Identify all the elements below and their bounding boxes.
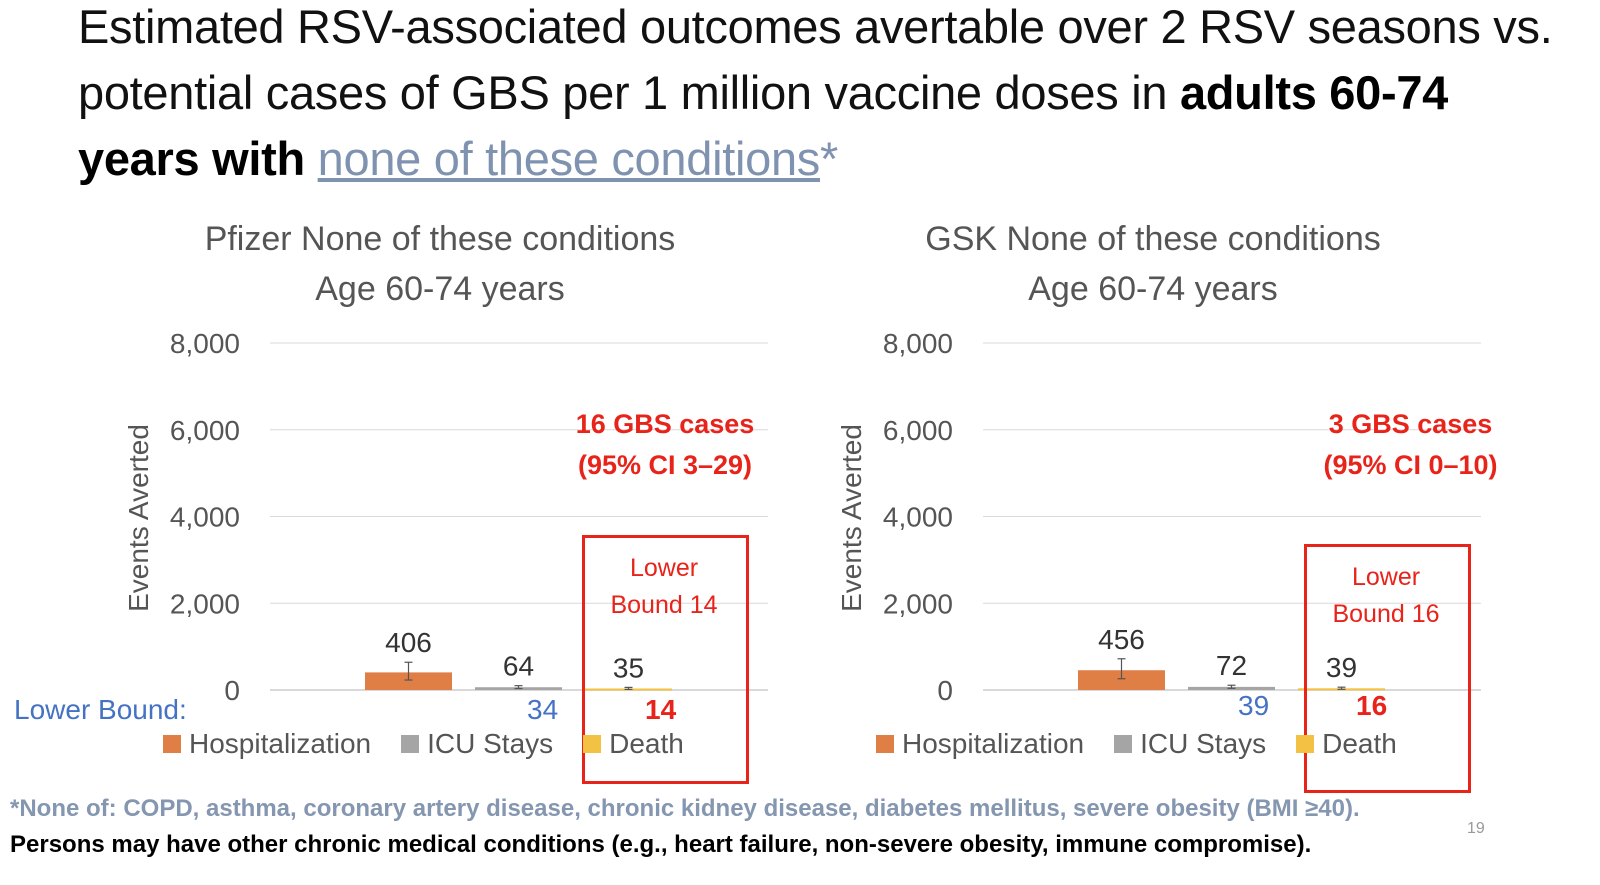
chart-title: GSK None of these conditions bbox=[925, 220, 1381, 258]
y-tick-label: 6,000 bbox=[170, 415, 240, 446]
legend-label: Hospitalization bbox=[189, 728, 372, 759]
swatch-icon bbox=[876, 735, 894, 753]
y-tick-label: 2,000 bbox=[883, 588, 953, 619]
title-asterisk: * bbox=[820, 132, 838, 185]
chart-title-gsk: GSK None of these conditions Age 60-74 ye… bbox=[873, 214, 1433, 314]
legend-gsk: Hospitalization ICU Stays Death bbox=[876, 728, 1397, 760]
y-tick-label: 8,000 bbox=[883, 328, 953, 359]
legend-item-hospitalization: Hospitalization bbox=[163, 728, 371, 760]
lower-bound-box-text: Lower Bound 16 bbox=[1306, 559, 1466, 633]
data-label: 39 bbox=[1326, 652, 1357, 683]
box-line: Bound 14 bbox=[610, 591, 718, 619]
legend-item-death: Death bbox=[583, 728, 684, 760]
gbs-cases: 16 GBS cases bbox=[575, 409, 755, 439]
swatch-icon bbox=[163, 735, 181, 753]
legend-label: Death bbox=[609, 728, 684, 759]
box-line: Lower bbox=[629, 554, 699, 582]
chart-subtitle: Age 60-74 years bbox=[1028, 270, 1278, 308]
y-tick-label: 0 bbox=[937, 675, 953, 706]
gbs-annotation-pfizer: 16 GBS cases (95% CI 3–29) bbox=[560, 404, 770, 486]
chart-subtitle: Age 60-74 years bbox=[315, 270, 565, 308]
legend-label: ICU Stays bbox=[1140, 728, 1267, 759]
swatch-icon bbox=[1296, 735, 1315, 753]
lower-bound-icu-gsk: 39 bbox=[1238, 690, 1270, 721]
legend-item-death: Death bbox=[1296, 728, 1397, 760]
lower-bound-label: Lower Bound: bbox=[14, 694, 187, 725]
gbs-cases: 3 GBS cases bbox=[1328, 409, 1493, 439]
gbs-annotation-gsk: 3 GBS cases (95% CI 0–10) bbox=[1303, 404, 1518, 486]
lower-bound-icu-pfizer: 34 bbox=[527, 694, 559, 725]
slide-title: Estimated RSV-associated outcomes averta… bbox=[78, 0, 1578, 192]
legend-item-hospitalization: Hospitalization bbox=[876, 728, 1084, 760]
chart-title: Pfizer None of these conditions bbox=[204, 220, 676, 258]
lower-bound-death-pfizer: 14 bbox=[645, 694, 677, 725]
legend-item-icu: ICU Stays bbox=[401, 728, 553, 760]
page-number: 19 bbox=[1467, 820, 1485, 837]
swatch-icon bbox=[1114, 735, 1133, 753]
y-tick-label: 4,000 bbox=[170, 502, 240, 533]
y-tick-label: 6,000 bbox=[883, 415, 953, 446]
lower-bound-death-gsk: 16 bbox=[1356, 690, 1388, 721]
y-tick-label: 8,000 bbox=[170, 328, 240, 359]
footnote-conditions: *None of: COPD, asthma, coronary artery … bbox=[10, 795, 1360, 822]
data-label: 64 bbox=[503, 651, 534, 682]
y-tick-label: 4,000 bbox=[883, 502, 953, 533]
box-line: Lower bbox=[1351, 563, 1421, 591]
data-label: 456 bbox=[1098, 624, 1145, 655]
lower-bound-box-text: Lower Bound 14 bbox=[584, 550, 744, 624]
lower-bound-box-gsk bbox=[1304, 544, 1471, 793]
conditions-link[interactable]: none of these conditions bbox=[317, 132, 821, 185]
box-line: Bound 16 bbox=[1332, 600, 1440, 628]
chart-title-pfizer: Pfizer None of these conditions Age 60-74… bbox=[160, 214, 720, 314]
y-tick-label: 0 bbox=[224, 675, 240, 706]
bar-hospitalization bbox=[365, 672, 452, 690]
y-axis-label: Events Averted bbox=[123, 424, 154, 612]
footnote-other: Persons may have other chronic medical c… bbox=[10, 831, 1312, 858]
legend-label: Death bbox=[1322, 728, 1397, 759]
data-label: 35 bbox=[613, 652, 644, 683]
title-bold: adults 60-74 years with bbox=[78, 66, 1449, 185]
data-label: 406 bbox=[385, 627, 432, 658]
legend-pfizer: Hospitalization ICU Stays Death bbox=[163, 728, 684, 760]
y-tick-label: 2,000 bbox=[170, 588, 240, 619]
data-label: 72 bbox=[1216, 650, 1247, 681]
legend-label: Hospitalization bbox=[902, 728, 1085, 759]
gbs-ci: (95% CI 0–10) bbox=[1323, 450, 1498, 480]
bar-hospitalization bbox=[1078, 670, 1165, 690]
legend-label: ICU Stays bbox=[427, 728, 554, 759]
swatch-icon bbox=[401, 735, 420, 753]
y-axis-label: Events Averted bbox=[836, 424, 867, 612]
lower-bound-box-pfizer bbox=[582, 535, 749, 784]
swatch-icon bbox=[583, 735, 602, 753]
gbs-ci: (95% CI 3–29) bbox=[577, 450, 753, 480]
title-text: Estimated RSV-associated outcomes averta… bbox=[78, 0, 1553, 119]
legend-item-icu: ICU Stays bbox=[1114, 728, 1266, 760]
